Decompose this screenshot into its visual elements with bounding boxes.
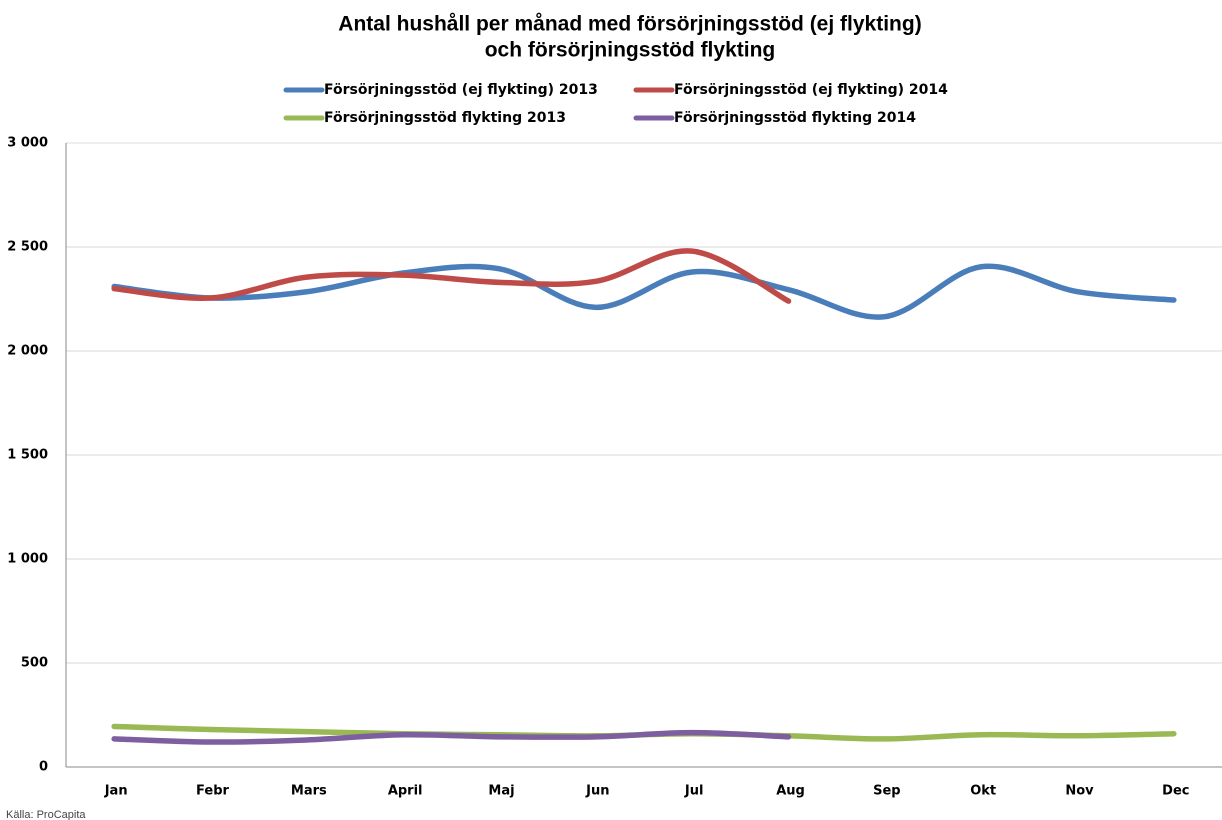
x-tick-label: Okt bbox=[970, 784, 996, 799]
chart-title: och försörjningsstöd flykting bbox=[485, 39, 776, 62]
legend-label: Försörjningsstöd flykting 2014 bbox=[674, 110, 916, 126]
y-tick-label: 3 000 bbox=[7, 136, 48, 151]
y-tick-label: 500 bbox=[21, 656, 48, 671]
y-tick-label: 2 500 bbox=[7, 240, 48, 255]
x-tick-label: April bbox=[388, 784, 423, 799]
x-tick-label: Nov bbox=[1065, 784, 1094, 799]
x-tick-label: Jan bbox=[104, 784, 128, 799]
series-line bbox=[111, 248, 792, 304]
series-line bbox=[111, 263, 1177, 320]
x-tick-label: Mars bbox=[291, 784, 327, 799]
legend-label: Försörjningsstöd (ej flykting) 2013 bbox=[324, 82, 598, 98]
x-tick-label: Jun bbox=[585, 784, 609, 799]
x-tick-label: Sep bbox=[873, 784, 901, 799]
y-tick-label: 1 000 bbox=[7, 552, 48, 567]
legend-label: Försörjningsstöd flykting 2013 bbox=[324, 110, 566, 126]
x-tick-label: Dec bbox=[1162, 784, 1189, 799]
legend-label: Försörjningsstöd (ej flykting) 2014 bbox=[674, 82, 948, 98]
y-tick-label: 0 bbox=[39, 760, 48, 775]
chart-title: Antal hushåll per månad med försörjnings… bbox=[338, 13, 921, 36]
x-tick-label: Maj bbox=[488, 784, 514, 799]
y-tick-label: 1 500 bbox=[7, 448, 48, 463]
source: Källa: ProCapita bbox=[6, 809, 86, 820]
series-line bbox=[111, 729, 792, 745]
y-tick-label: 2 000 bbox=[7, 344, 48, 359]
x-tick-label: Jul bbox=[684, 784, 704, 799]
x-tick-label: Aug bbox=[776, 784, 805, 799]
x-tick-label: Febr bbox=[196, 784, 229, 799]
